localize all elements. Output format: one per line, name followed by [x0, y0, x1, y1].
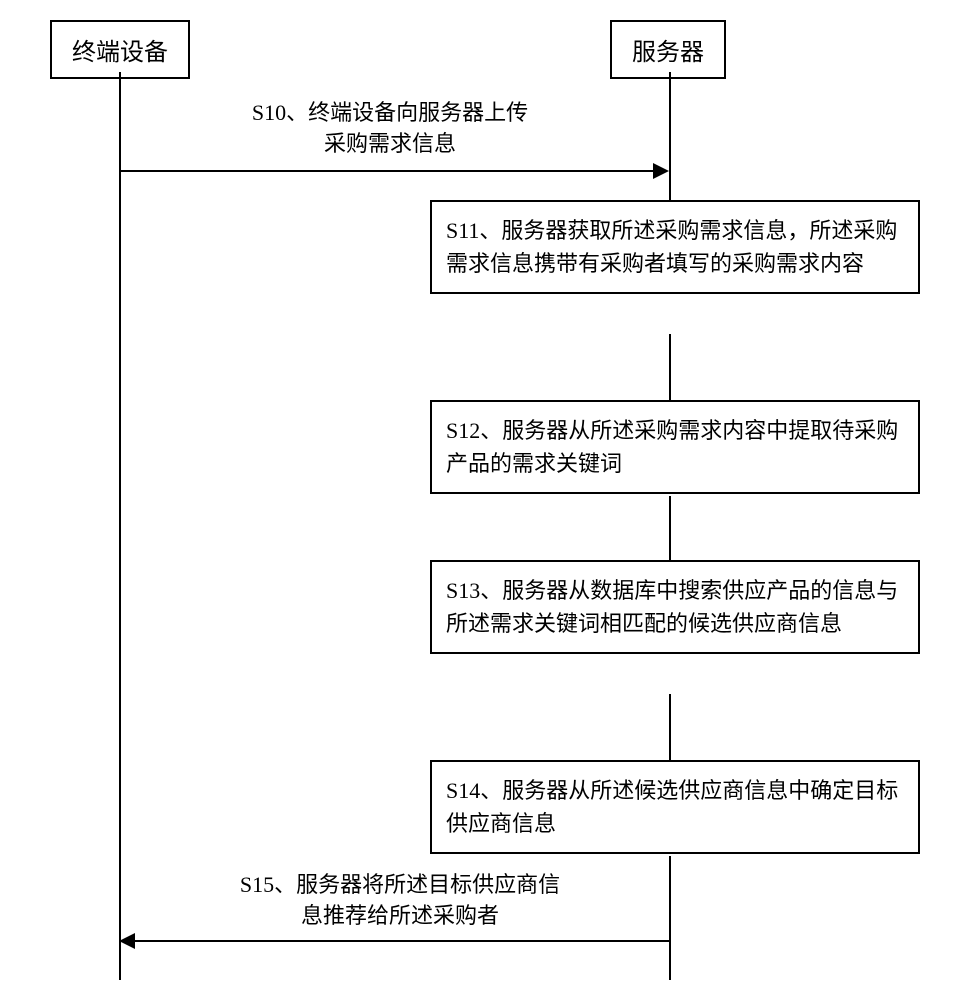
arrow-s15: [135, 940, 671, 942]
sequence-diagram: 终端设备 服务器 S10、终端设备向服务器上传 采购需求信息 S11、服务器获取…: [0, 0, 975, 1000]
arrow-s10: [121, 170, 655, 172]
msg-s15-line1: S15、服务器将所述目标供应商信: [240, 872, 560, 897]
msg-s15-line2: 息推荐给所述采购者: [301, 903, 499, 928]
arrow-s10-head: [653, 163, 669, 179]
actor-server: 服务器: [610, 20, 726, 79]
msg-s10-label: S10、终端设备向服务器上传 采购需求信息: [170, 98, 610, 160]
msg-s10-line1: S10、终端设备向服务器上传: [252, 100, 528, 125]
step-s12-text: S12、服务器从所述采购需求内容中提取待采购产品的需求关键词: [446, 418, 898, 476]
arrow-s15-head: [119, 933, 135, 949]
connector-s13-s14: [669, 694, 671, 760]
msg-s10-line2: 采购需求信息: [324, 131, 456, 156]
step-s14: S14、服务器从所述候选供应商信息中确定目标供应商信息: [430, 760, 920, 854]
connector-s11-s12: [669, 334, 671, 400]
step-s11: S11、服务器获取所述采购需求信息，所述采购需求信息携带有采购者填写的采购需求内…: [430, 200, 920, 294]
step-s13-text: S13、服务器从数据库中搜索供应产品的信息与所述需求关键词相匹配的候选供应商信息: [446, 578, 898, 636]
step-s11-text: S11、服务器获取所述采购需求信息，所述采购需求信息携带有采购者填写的采购需求内…: [446, 218, 897, 276]
lifeline-terminal-lower: [119, 170, 121, 980]
step-s13: S13、服务器从数据库中搜索供应产品的信息与所述需求关键词相匹配的候选供应商信息: [430, 560, 920, 654]
actor-server-label: 服务器: [632, 40, 704, 66]
msg-s15-label: S15、服务器将所述目标供应商信 息推荐给所述采购者: [160, 870, 640, 932]
lifeline-server-bottom: [669, 856, 671, 980]
lifeline-server-top: [669, 72, 671, 200]
step-s14-text: S14、服务器从所述候选供应商信息中确定目标供应商信息: [446, 778, 898, 836]
connector-s12-s13: [669, 496, 671, 560]
actor-terminal: 终端设备: [50, 20, 190, 79]
actor-terminal-label: 终端设备: [72, 40, 168, 66]
step-s12: S12、服务器从所述采购需求内容中提取待采购产品的需求关键词: [430, 400, 920, 494]
